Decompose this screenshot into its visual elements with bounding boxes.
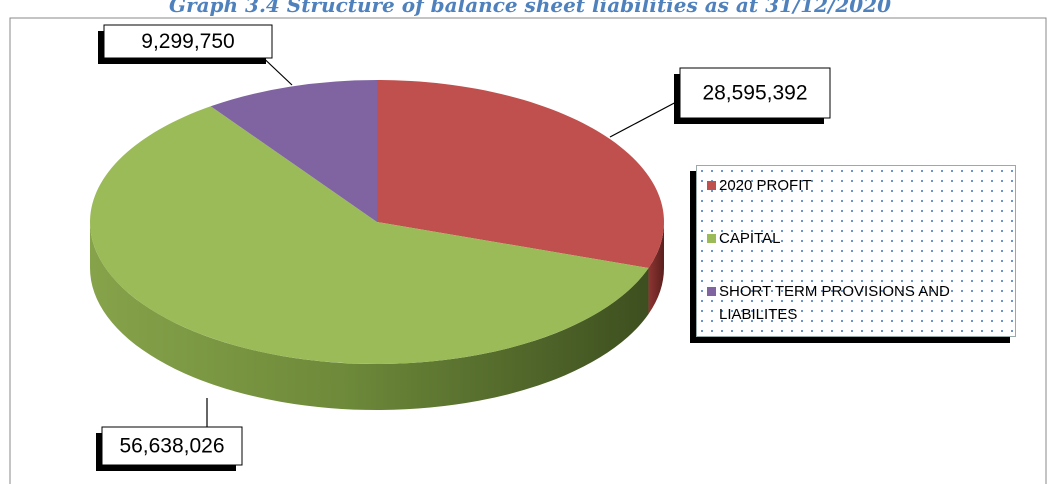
legend: 2020 PROFIT CAPITAL SHORT TERM PROVISIONS … (696, 165, 1016, 337)
slice-side (90, 222, 649, 410)
chart-frame (9, 17, 1047, 484)
slice (210, 80, 377, 222)
label-box (103, 24, 273, 59)
chart-title: Graph 3.4 Structure of balance sheet lia… (169, 0, 891, 17)
slice-side (648, 222, 664, 314)
legend-label: CAPITAL (719, 230, 781, 247)
data-label: 28,595,392 (702, 82, 807, 105)
data-label: 9,299,750 (141, 30, 234, 53)
slice (377, 80, 664, 268)
pie-tops (89, 80, 664, 365)
label-box (679, 67, 831, 119)
legend-swatch (707, 287, 716, 296)
legend-entry: 2020 PROFIT (707, 174, 1019, 197)
label-box (101, 426, 243, 466)
data-label: 56,638,026 (119, 435, 224, 458)
leader-line (609, 99, 681, 138)
slice (89, 106, 649, 365)
legend-label: 2020 PROFIT (719, 177, 812, 194)
legend-entry: CAPITAL (707, 227, 1019, 250)
pie-sides (90, 222, 664, 410)
legend-label: SHORT TERM PROVISIONS AND LIABILITES (719, 283, 950, 323)
legend-swatch (707, 234, 716, 243)
legend-swatch (707, 181, 716, 190)
legend-entry: SHORT TERM PROVISIONS AND LIABILITES (707, 280, 1019, 326)
